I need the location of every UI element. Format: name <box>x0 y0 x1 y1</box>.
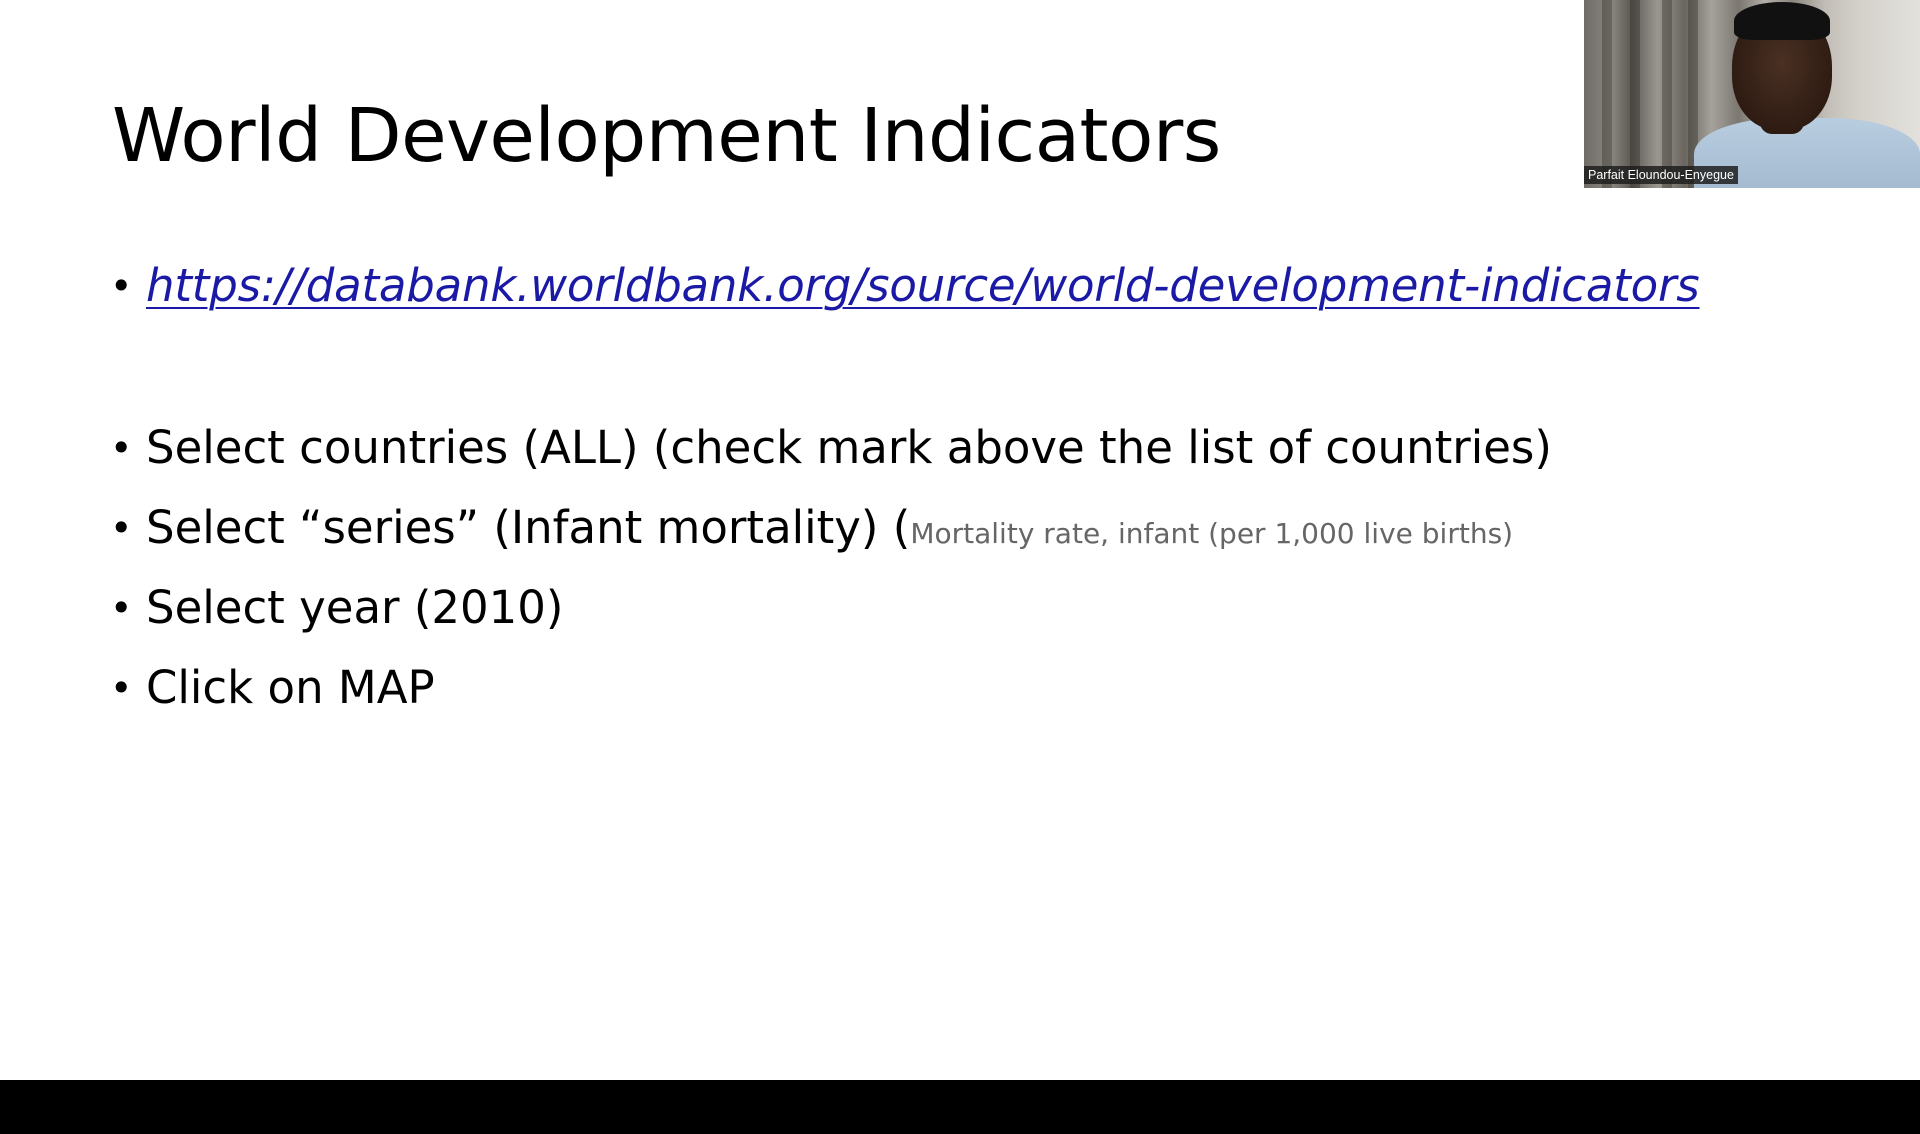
bullet-select-year: • Select year (2010) <box>110 578 563 638</box>
slide-title: World Development Indicators <box>112 93 1221 179</box>
bullet-dot: • <box>110 426 133 470</box>
bullet-text: Select countries (ALL) (check mark above… <box>146 421 1552 474</box>
bullet-dot: • <box>110 506 133 550</box>
bullet-text: Click on MAP <box>146 661 435 714</box>
bullet-text: Select year (2010) <box>146 581 564 634</box>
bullet-select-countries: • Select countries (ALL) (check mark abov… <box>110 418 1552 478</box>
curtain-fold <box>1662 0 1672 188</box>
participant-name-label: Parfait Eloundou-Enyegue <box>1584 166 1738 184</box>
bottom-black-bar <box>0 1080 1920 1134</box>
bullet-dot: • <box>110 666 133 710</box>
series-note: Mortality rate, infant (per 1,000 live b… <box>910 517 1514 550</box>
bullet-dot: • <box>110 264 133 308</box>
bullet-link-row: • https://databank.worldbank.org/source/w… <box>110 256 1700 316</box>
participant-hair <box>1734 2 1830 40</box>
bullet-text: Select “series” (Infant mortality) ( <box>146 501 911 554</box>
participant-video-thumbnail[interactable]: Parfait Eloundou-Enyegue <box>1584 0 1920 188</box>
curtain-fold <box>1630 0 1640 188</box>
presentation-slide: World Development Indicators • https://da… <box>0 0 1920 1080</box>
bullet-click-map: • Click on MAP <box>110 658 435 718</box>
curtain-fold <box>1602 0 1612 188</box>
curtain-fold <box>1688 0 1698 188</box>
bullet-select-series: • Select “series” (Infant mortality) (Mor… <box>110 498 1513 564</box>
bullet-dot: • <box>110 586 133 630</box>
worldbank-databank-link[interactable]: https://databank.worldbank.org/source/wo… <box>146 259 1700 312</box>
